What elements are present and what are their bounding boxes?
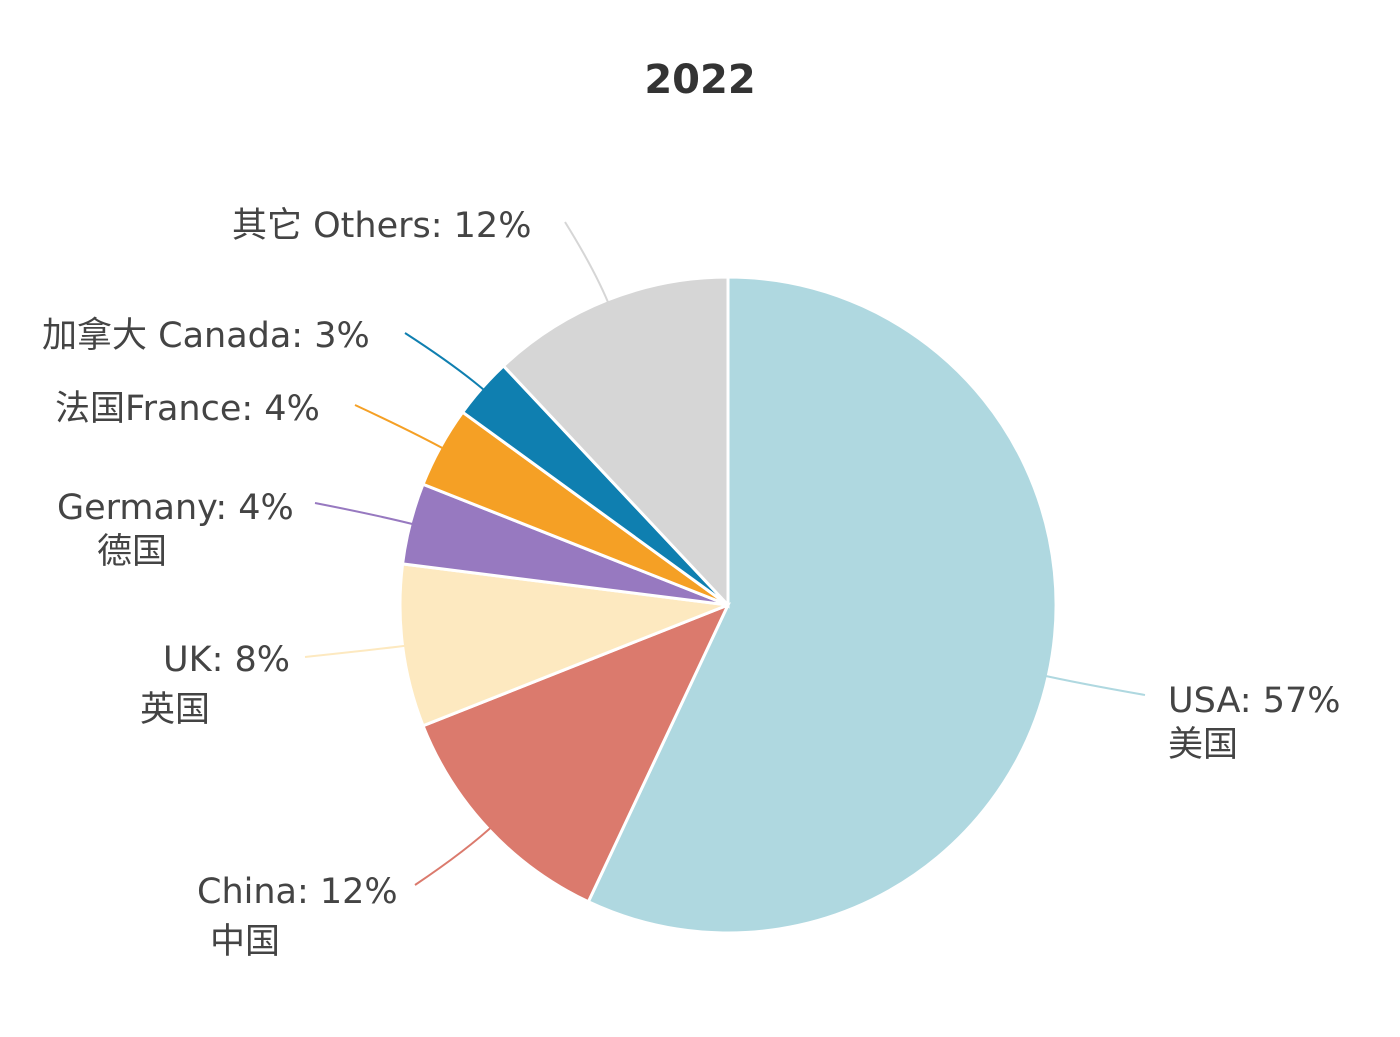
leader-line (564, 221, 612, 310)
leader-line (304, 643, 413, 658)
leader-line (314, 502, 421, 527)
data-label: 德国 (97, 532, 167, 572)
data-label: USA: 57% (1168, 681, 1341, 721)
leader-line (354, 404, 450, 453)
data-label: 加拿大 Canada: 3% (42, 316, 370, 356)
leader-line (404, 332, 491, 396)
data-label: China: 12% (197, 872, 398, 912)
leader-line (414, 821, 497, 886)
data-label: 美国 (1168, 725, 1238, 765)
leader-line (1038, 673, 1146, 696)
data-label: UK: 8% (163, 640, 290, 680)
data-label: 其它 Others: 12% (232, 206, 531, 246)
data-label: 英国 (140, 690, 210, 730)
chart-title: 2022 (644, 57, 755, 103)
data-label: 法国France: 4% (55, 389, 320, 429)
data-label: Germany: 4% (57, 488, 294, 528)
data-label: 中国 (210, 922, 280, 962)
